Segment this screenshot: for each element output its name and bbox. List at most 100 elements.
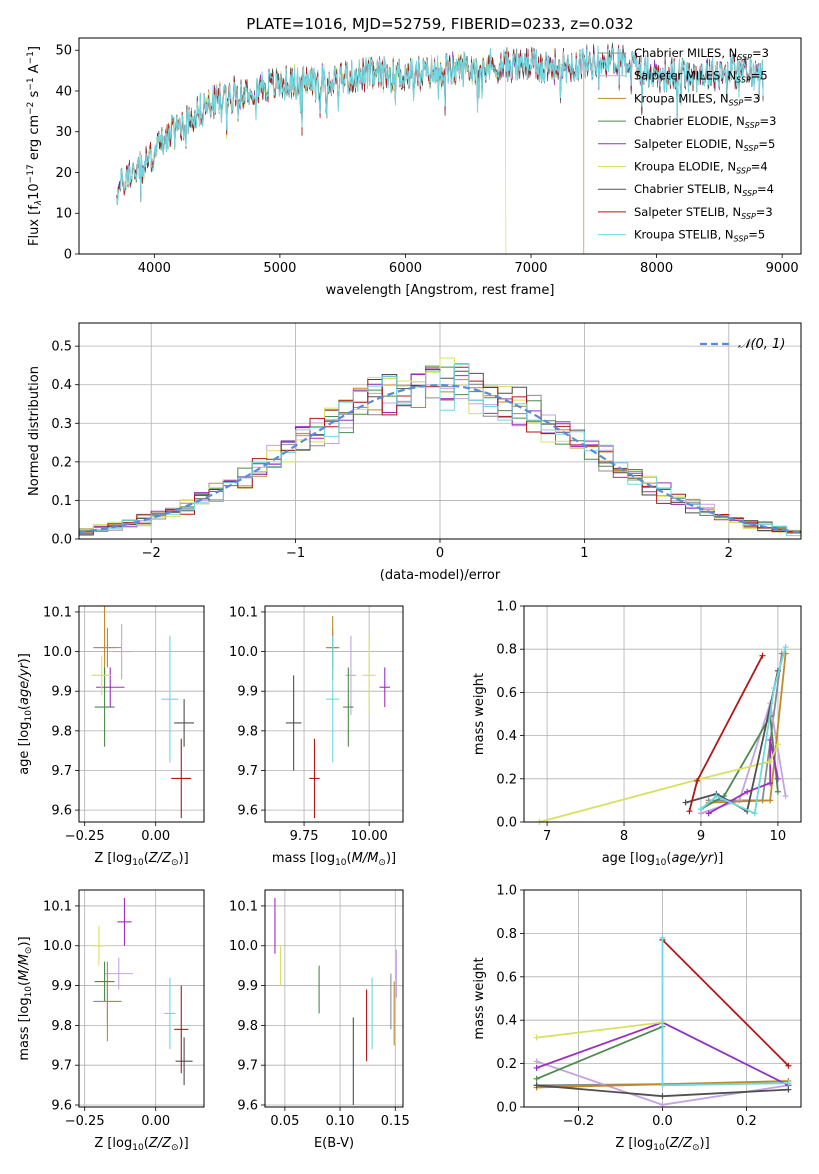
mass-weight-marker [771,685,778,692]
age-vs-metallicity-panel: −0.25 0.00 9.6 9.7 9.8 9.9 10.0 10.1 Z [log10(Z/… [17,605,205,868]
mass-weight-marker [705,810,712,817]
x-tick-label: 7 [543,829,551,844]
y-tick-label: 10.0 [229,645,258,660]
mass-weight-marker [697,806,704,813]
x-axis-label: mass [log10(M/M⊙)] [272,851,396,868]
y-tick-label: 9.9 [51,979,72,994]
x-tick-label: 5000 [263,261,296,276]
x-axis-label: (data-model)/error [380,568,501,583]
y-tick-label: 0.5 [51,340,72,355]
y-tick-label: 0.4 [496,729,517,744]
x-tick-label: 0.05 [270,1114,299,1129]
mass-weight-marker [533,1064,540,1071]
y-tick-label: 1.0 [496,600,517,615]
x-tick-label: 0.2 [736,1114,757,1129]
x-axis-label: E(B-V) [314,1136,354,1151]
mass-weight-marker [782,793,789,800]
y-tick-label: 9.7 [51,764,72,779]
y-tick-label: 10.1 [43,899,72,914]
histogram-step [79,357,801,533]
mass-weight-marker [533,1034,540,1041]
y-tick-label: 9.6 [51,1099,72,1114]
x-tick-label: 10 [770,829,787,844]
legend-entry: Chabrier ELODIE, NSSP=3 [634,114,776,130]
mass-weight-marker [686,808,693,815]
mass-weight-marker [785,1062,792,1069]
y-tick-label: 0.2 [496,772,517,787]
y-tick-label: 9.7 [237,1059,258,1074]
x-axis-label: Z [log10(Z/Z⊙)] [615,1136,709,1153]
y-axis-label: age [log10(age/yr)] [17,653,34,775]
y-tick-label: 50 [55,44,72,59]
mass-vs-extinction-panel: 0.05 0.10 0.15 9.6 9.7 9.8 9.9 10.0 10.1 E(B-V) [229,889,410,1151]
mass-weight-marker [533,1082,540,1089]
y-tick-label: 0.4 [496,1014,517,1029]
mass-weight-marker [767,758,774,765]
y-tick-label: 9.8 [237,724,258,739]
x-tick-label: 0.00 [141,1114,170,1129]
mass-weight-marker [533,1058,540,1065]
mass-weight-marker [694,777,701,784]
mass-weight-marker [744,788,751,795]
x-tick-label: −2 [142,546,161,561]
x-tick-label: 6000 [389,261,422,276]
mass-weight-marker [751,810,758,817]
axes-frame [78,322,802,540]
mass-weight-vs-age-panel: 7 8 9 10 0.0 0.2 0.4 0.6 0.8 1.0 age [log10(age/yr… [472,600,802,868]
y-tick-label: 10 [55,207,72,222]
x-tick-label: 9000 [766,261,799,276]
legend-entry: Kroupa MILES, NSSP=3 [634,91,760,107]
x-tick-label: 0.15 [381,1114,410,1129]
mass-weight-line [536,1021,663,1039]
y-axis-label: Normed distribution [27,366,42,496]
mass-weight-line [661,939,790,1067]
y-tick-label: 9.6 [51,804,72,819]
y-tick-label: 0.0 [496,1101,517,1116]
y-tick-label: 30 [55,125,72,140]
y-tick-label: 9.9 [237,979,258,994]
y-tick-label: 9.7 [51,1059,72,1074]
mass-weight-marker [785,1086,792,1093]
y-axis-label: mass weight [472,957,487,1039]
y-tick-label: 0.2 [51,455,72,470]
x-tick-label: 9.75 [290,829,319,844]
legend-entry: Kroupa STELIB, NSSP=5 [634,228,765,244]
y-tick-label: 0.8 [496,643,517,658]
x-tick-label: −0.25 [65,829,105,844]
mass-weight-marker [774,741,781,748]
x-tick-label: −1 [286,546,305,561]
mass-weight-vs-metallicity-panel: −0.2 0.0 0.2 0.0 0.2 0.4 0.6 0.8 1.0 Z [log10(Z/Z… [472,884,802,1153]
y-tick-label: 1.0 [496,884,517,899]
x-tick-label: 0 [436,546,444,561]
x-tick-label: 9 [697,829,705,844]
x-axis-label: Z [log10(Z/Z⊙)] [94,851,188,868]
mass-weight-marker [767,797,774,804]
age-vs-mass-panel: 9.75 10.00 9.6 9.7 9.8 9.9 10.0 10.1 mass [log10… [229,605,404,868]
y-tick-label: 20 [55,166,72,181]
mass-weight-marker [659,1082,666,1089]
x-tick-label: 0.00 [141,829,170,844]
mass-weight-line [539,743,779,823]
y-tick-label: 10.1 [229,605,258,620]
y-tick-label: 0 [64,248,72,263]
x-axis-label: wavelength [Angstrom, rest frame] [326,283,555,298]
y-axis-label: mass weight [472,673,487,755]
y-tick-label: 0.6 [496,686,517,701]
mass-weight-marker [774,788,781,795]
y-axis-label: Flux [fλ10−17 erg cm−2 s−1 A−1] [26,46,44,246]
mass-weight-marker [759,652,766,659]
y-tick-label: 0.4 [51,378,72,393]
y-tick-label: 9.9 [237,685,258,700]
mass-weight-marker [774,775,781,782]
y-tick-label: 9.9 [51,685,72,700]
y-tick-label: 9.6 [237,804,258,819]
x-tick-label: 7000 [514,261,547,276]
legend-entry: 𝒩(0, 1) [738,337,785,352]
y-axis-label: mass [log10(M/M⊙)] [17,936,34,1060]
x-tick-label: 10.00 [351,829,388,844]
axes-frame [78,605,205,823]
residual-histogram-panel: −2 −1 0 1 2 0.0 0.1 0.2 0.3 0.4 0.5 𝒩(0, 1) (data-mo… [27,322,802,583]
y-tick-label: 0.0 [496,816,517,831]
axes-frame [264,605,404,823]
